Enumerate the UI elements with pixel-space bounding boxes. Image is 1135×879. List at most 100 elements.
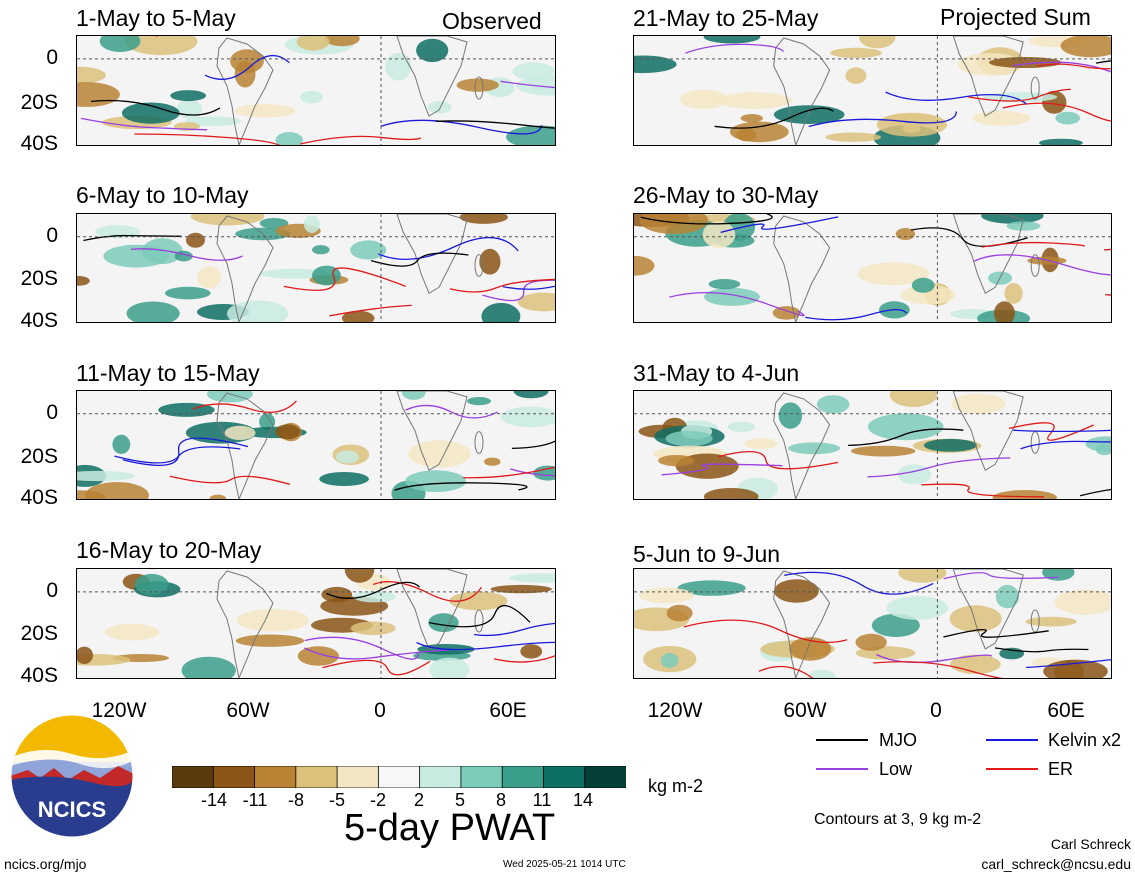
anomaly-blob	[867, 413, 944, 441]
x-tick-label: 0	[374, 699, 386, 722]
anomaly-blob	[335, 450, 359, 464]
contour-line	[192, 400, 297, 413]
contour-line	[428, 605, 531, 628]
contour-line	[511, 440, 555, 450]
continent-outline	[773, 392, 831, 499]
contour-line	[322, 659, 431, 676]
contour-line	[1079, 488, 1111, 497]
anomaly-blob	[512, 62, 555, 81]
contour-line	[720, 216, 839, 234]
contour-line	[130, 248, 243, 261]
anomaly-blob	[459, 214, 508, 224]
anomaly-blob	[197, 266, 222, 289]
anomaly-blob	[727, 421, 756, 432]
continent-outline	[216, 392, 274, 499]
anomaly-blob	[341, 310, 375, 322]
footer-author: Carl Schreck	[1050, 836, 1131, 852]
anomaly-blob	[303, 215, 320, 233]
continent-outline	[474, 76, 484, 100]
contour-line	[394, 482, 528, 491]
continent-outline	[952, 391, 1024, 472]
continent-outline	[216, 215, 274, 322]
anomaly-blob	[350, 240, 387, 260]
anomaly-blob	[845, 67, 867, 84]
anomaly-blob	[185, 116, 241, 126]
contour-line	[1103, 248, 1111, 251]
colorbar	[171, 765, 627, 789]
colorbar-swatch	[501, 765, 545, 789]
map-panel	[633, 568, 1112, 679]
map-panel	[76, 390, 556, 500]
contour-line	[994, 647, 1089, 653]
colorbar-tick-label: 11	[532, 790, 552, 810]
contour-line	[449, 278, 555, 293]
x-tick-label: 120W	[647, 699, 703, 722]
anomaly-blob	[95, 225, 141, 239]
colorbar-tick-label: -14	[200, 790, 227, 810]
anomaly-blob	[949, 605, 1002, 633]
anomaly-blob	[236, 608, 310, 632]
panel-title: 5-Jun to 9-Jun	[633, 541, 781, 567]
contour-line	[1012, 61, 1111, 73]
anomaly-blob	[992, 490, 1057, 499]
colorbar-tick-label: 5	[454, 790, 465, 810]
anomaly-blob	[134, 573, 169, 595]
anomaly-blob	[324, 36, 360, 47]
contour-line	[758, 665, 814, 678]
anomaly-blob	[416, 38, 449, 63]
anomaly-blob	[275, 132, 303, 145]
x-tick-label: 60E	[489, 699, 527, 722]
anomaly-blob	[484, 457, 501, 466]
anomaly-blob	[1043, 659, 1108, 678]
y-tick-label: 20S	[20, 445, 58, 468]
contour-line	[714, 107, 834, 129]
anomaly-blob	[658, 455, 695, 467]
anomaly-blob	[744, 438, 778, 450]
map-panel	[76, 568, 556, 679]
anomaly-blob	[186, 232, 205, 248]
anomaly-blob	[729, 121, 789, 143]
footer-email[interactable]: carl_schreck@ncsu.edu	[981, 856, 1131, 872]
anomaly-blob	[235, 104, 296, 118]
contour-line	[876, 653, 993, 664]
colorbar-tick-label: -2	[369, 790, 386, 810]
anomaly-blob	[1006, 221, 1041, 231]
continent-outline	[952, 36, 1024, 117]
contour-line	[304, 647, 449, 660]
contour-line	[283, 267, 407, 291]
anomaly-blob	[500, 406, 555, 428]
anomaly-blob	[789, 637, 832, 661]
anomaly-blob	[520, 644, 543, 659]
legend-label: ER	[1048, 759, 1074, 779]
continent-outline	[396, 569, 468, 650]
anomaly-blob	[481, 302, 521, 322]
anomaly-blob	[449, 591, 508, 611]
x-tick-label: 60E	[1047, 699, 1085, 722]
continent-outline	[396, 391, 468, 472]
anomaly-blob	[773, 105, 845, 124]
contour-line	[204, 54, 290, 80]
y-tick-label: 0	[46, 579, 58, 602]
anomaly-blob	[993, 301, 1015, 322]
anomaly-blob	[897, 464, 932, 485]
logo-text: NCICS	[38, 797, 106, 822]
anomaly-blob	[778, 402, 803, 429]
continent-outline	[474, 431, 484, 454]
anomaly-blob	[859, 36, 896, 49]
contour-line	[921, 483, 1044, 498]
colorbar-swatch	[212, 765, 256, 789]
footer-url[interactable]: ncics.org/mjo	[4, 856, 87, 872]
anomaly-blob	[259, 218, 289, 229]
anomaly-blob	[353, 591, 396, 603]
contour-line	[372, 581, 483, 602]
contour-line	[510, 468, 555, 477]
anomaly-blob	[1025, 616, 1077, 627]
contour-line	[1105, 293, 1111, 296]
contour-line	[808, 111, 958, 128]
anomaly-blob	[517, 292, 555, 312]
colorbar-swatch	[543, 765, 586, 789]
x-tick-label: 0	[930, 699, 942, 722]
anomaly-blob	[830, 47, 882, 58]
colorbar-swatch	[460, 765, 504, 789]
panel-title: 26-May to 30-May	[633, 182, 819, 208]
